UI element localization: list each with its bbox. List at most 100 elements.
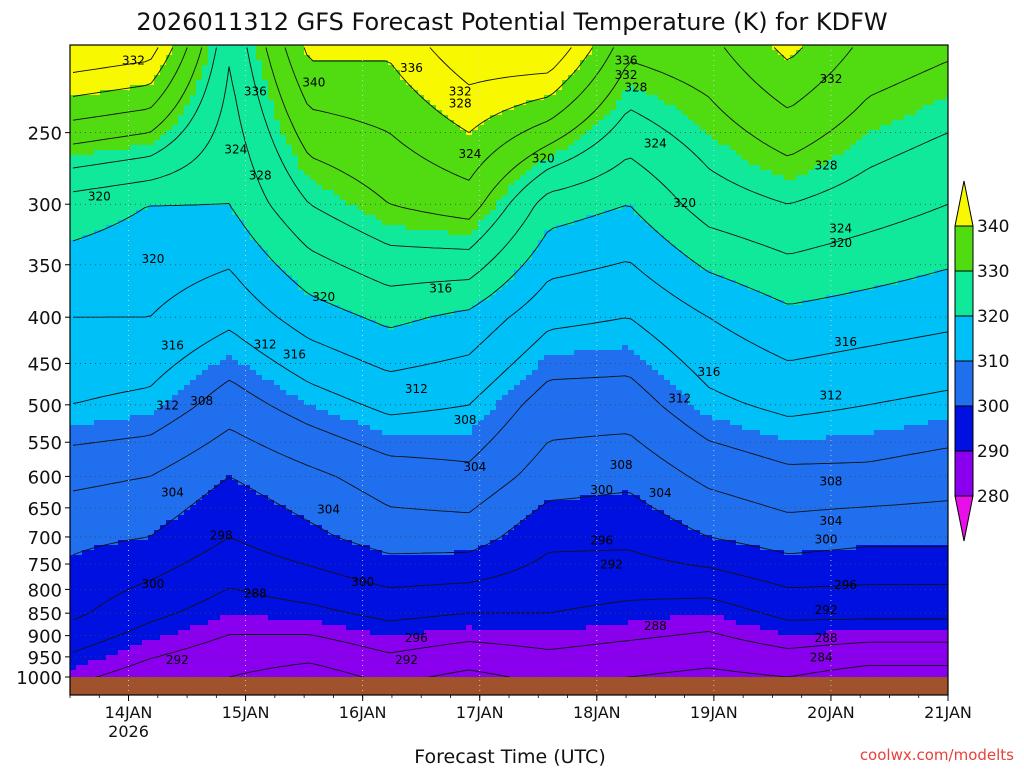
heatmap-cell bbox=[772, 50, 779, 56]
heatmap-cell bbox=[106, 120, 113, 126]
heatmap-cell bbox=[568, 120, 575, 126]
heatmap-cell bbox=[670, 60, 677, 66]
heatmap-cell bbox=[778, 170, 785, 176]
heatmap-cell bbox=[676, 145, 683, 151]
heatmap-cell bbox=[262, 115, 269, 121]
heatmap-cell bbox=[418, 185, 425, 191]
heatmap-cell bbox=[292, 85, 299, 91]
heatmap-cell bbox=[502, 55, 509, 61]
heatmap-cell bbox=[262, 65, 269, 71]
heatmap-cell bbox=[310, 70, 317, 76]
heatmap-cell bbox=[286, 185, 293, 191]
heatmap-cell bbox=[352, 140, 359, 146]
heatmap-cell bbox=[742, 160, 749, 166]
heatmap-cell bbox=[700, 185, 707, 191]
heatmap-cell bbox=[130, 140, 137, 146]
heatmap-cell bbox=[514, 65, 521, 71]
heatmap-cell bbox=[790, 105, 797, 111]
heatmap-cell bbox=[898, 55, 905, 61]
heatmap-cell bbox=[448, 165, 455, 171]
heatmap-cell bbox=[166, 190, 173, 196]
heatmap-cell bbox=[856, 210, 863, 216]
heatmap-cell bbox=[610, 145, 617, 151]
heatmap-cell bbox=[928, 200, 935, 206]
heatmap-cell bbox=[592, 165, 599, 171]
heatmap-cell bbox=[406, 190, 413, 196]
heatmap-cell bbox=[160, 185, 167, 191]
heatmap-cell bbox=[490, 75, 497, 81]
heatmap-cell bbox=[832, 175, 839, 181]
heatmap-cell bbox=[358, 95, 365, 101]
heatmap-cell bbox=[700, 90, 707, 96]
heatmap-cell bbox=[682, 160, 689, 166]
heatmap-cell bbox=[664, 50, 671, 56]
heatmap-cell bbox=[100, 80, 107, 86]
heatmap-cell bbox=[700, 130, 707, 136]
heatmap-cell bbox=[352, 55, 359, 61]
heatmap-cell bbox=[790, 205, 797, 211]
heatmap-cell bbox=[778, 175, 785, 181]
heatmap-cell bbox=[922, 185, 929, 191]
heatmap-cell bbox=[304, 75, 311, 81]
heatmap-cell bbox=[166, 45, 173, 51]
heatmap-cell bbox=[844, 60, 851, 66]
heatmap-cell bbox=[190, 115, 197, 121]
heatmap-cell bbox=[292, 185, 299, 191]
heatmap-cell bbox=[280, 125, 287, 131]
heatmap-cell bbox=[370, 85, 377, 91]
heatmap-cell bbox=[688, 65, 695, 71]
heatmap-cell bbox=[586, 200, 593, 206]
heatmap-cell bbox=[532, 110, 539, 116]
heatmap-cell bbox=[946, 90, 948, 96]
heatmap-cell bbox=[436, 180, 443, 186]
heatmap-cell bbox=[88, 65, 95, 71]
heatmap-cell bbox=[340, 200, 347, 206]
heatmap-cell bbox=[718, 135, 725, 141]
heatmap-cell bbox=[532, 140, 539, 146]
heatmap-cell bbox=[712, 190, 719, 196]
heatmap-cell bbox=[220, 75, 227, 81]
heatmap-cell bbox=[556, 90, 563, 96]
heatmap-cell bbox=[826, 115, 833, 121]
heatmap-cell bbox=[844, 180, 851, 186]
heatmap-cell bbox=[730, 210, 737, 216]
heatmap-cell bbox=[448, 80, 455, 86]
heatmap-cell bbox=[340, 95, 347, 101]
heatmap-cell bbox=[364, 105, 371, 111]
heatmap-cell bbox=[292, 105, 299, 111]
heatmap-cell bbox=[244, 130, 251, 136]
heatmap-cell bbox=[334, 195, 341, 201]
heatmap-cell bbox=[436, 115, 443, 121]
heatmap-cell bbox=[808, 55, 815, 61]
heatmap-cell bbox=[598, 160, 605, 166]
heatmap-cell bbox=[298, 135, 305, 141]
heatmap-cell bbox=[622, 115, 629, 121]
heatmap-cell bbox=[514, 125, 521, 131]
heatmap-cell bbox=[142, 125, 149, 131]
heatmap-cell bbox=[490, 135, 497, 141]
heatmap-cell bbox=[784, 55, 791, 61]
heatmap-cell bbox=[334, 190, 341, 196]
heatmap-cell bbox=[634, 180, 641, 186]
heatmap-cell bbox=[652, 110, 659, 116]
heatmap-cell bbox=[586, 170, 593, 176]
heatmap-cell bbox=[592, 170, 599, 176]
heatmap-cell bbox=[448, 90, 455, 96]
heatmap-cell bbox=[214, 200, 221, 206]
heatmap-cell bbox=[730, 95, 737, 101]
heatmap-cell bbox=[532, 100, 539, 106]
heatmap-cell bbox=[568, 80, 575, 86]
heatmap-cell bbox=[820, 45, 827, 51]
heatmap-cell bbox=[574, 135, 581, 141]
heatmap-cell bbox=[886, 150, 893, 156]
heatmap-cell bbox=[400, 195, 407, 201]
heatmap-cell bbox=[244, 110, 251, 116]
heatmap-cell bbox=[106, 70, 113, 76]
heatmap-cell bbox=[220, 105, 227, 111]
heatmap-cell bbox=[688, 150, 695, 156]
heatmap-cell bbox=[328, 130, 335, 136]
heatmap-cell bbox=[352, 205, 359, 211]
heatmap-cell bbox=[322, 100, 329, 106]
heatmap-cell bbox=[730, 125, 737, 131]
heatmap-cell bbox=[196, 80, 203, 86]
